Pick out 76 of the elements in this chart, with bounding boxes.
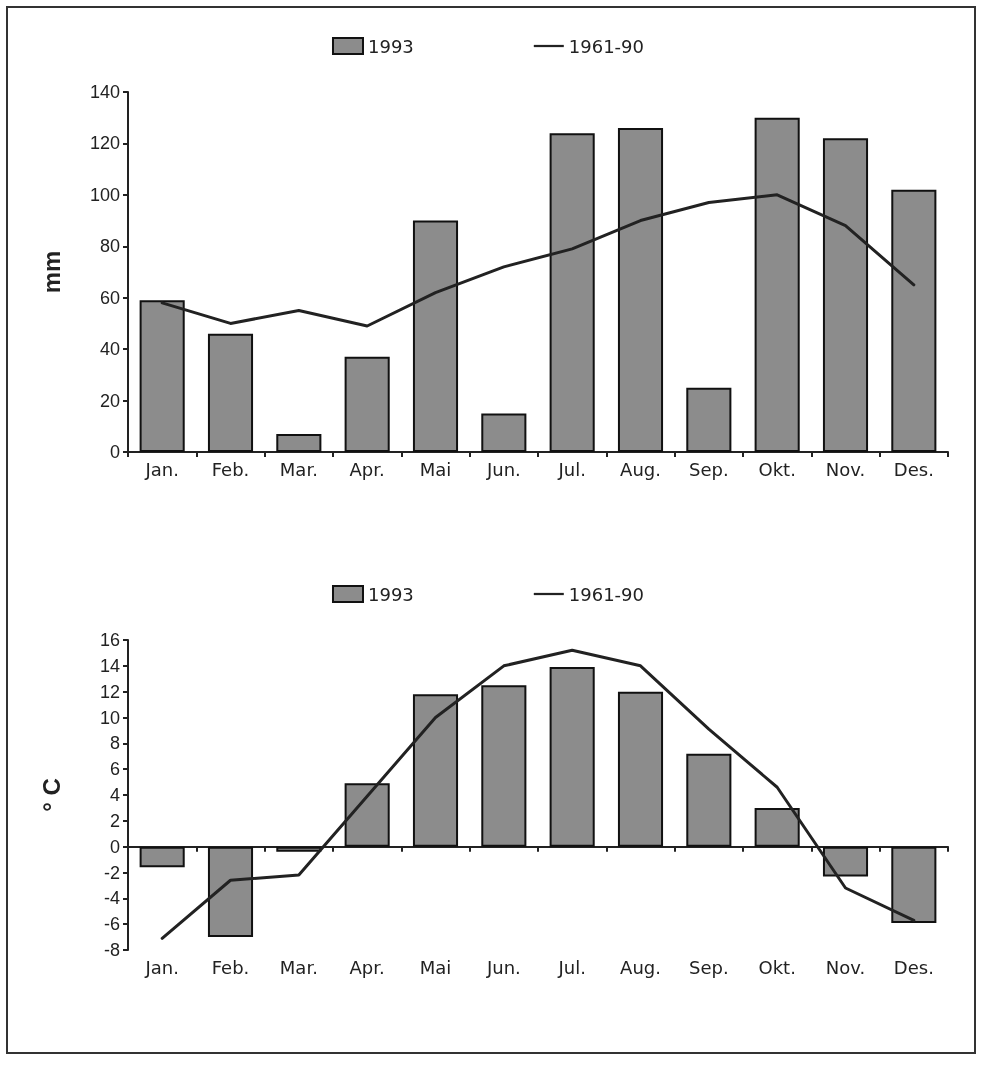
x-tick-label: Jul. bbox=[557, 956, 586, 978]
x-tick-label: Nov. bbox=[825, 956, 866, 978]
bar bbox=[686, 387, 732, 452]
y-tick-label: -8 bbox=[103, 940, 120, 960]
line-series bbox=[160, 193, 916, 328]
y-axis-title: mm bbox=[37, 250, 65, 294]
x-tick-label: Jul. bbox=[557, 458, 586, 480]
y-axis-title: ° C bbox=[37, 778, 65, 812]
legend-label: 1961-90 bbox=[568, 583, 645, 605]
x-tick-label: Des. bbox=[893, 956, 934, 978]
bar bbox=[686, 753, 732, 847]
x-tick-label: Apr. bbox=[349, 956, 385, 978]
y-tick-label: 10 bbox=[99, 707, 120, 728]
x-tick-label: Mai bbox=[419, 458, 452, 480]
x-tick-label: Jun. bbox=[485, 458, 521, 480]
y-tick-label: -6 bbox=[103, 914, 120, 935]
bar bbox=[891, 189, 937, 452]
x-tick-label: Mai bbox=[419, 956, 452, 978]
bar bbox=[891, 846, 937, 923]
y-tick-label: 80 bbox=[99, 236, 120, 257]
bar bbox=[412, 220, 459, 452]
bar bbox=[139, 846, 185, 868]
bar bbox=[412, 694, 459, 847]
legend-label: 1993 bbox=[367, 583, 414, 605]
y-tick-label: 6 bbox=[109, 759, 120, 780]
bar bbox=[617, 691, 664, 847]
x-tick-label: Jan. bbox=[144, 458, 179, 480]
bar bbox=[481, 413, 527, 452]
bar bbox=[754, 807, 800, 847]
y-tick-label: 40 bbox=[99, 339, 120, 360]
x-tick-label: Des. bbox=[893, 458, 934, 480]
bar bbox=[822, 846, 869, 877]
legend-label: 1993 bbox=[367, 35, 414, 57]
y-tick-label: 2 bbox=[109, 810, 120, 831]
y-tick-label: 4 bbox=[109, 785, 120, 805]
x-tick-label: Jan. bbox=[144, 956, 179, 978]
bar bbox=[754, 117, 800, 452]
bar bbox=[549, 133, 595, 452]
x-tick-label: Aug. bbox=[620, 956, 661, 978]
y-tick-label: 16 bbox=[99, 630, 120, 650]
y-tick-label: -4 bbox=[103, 888, 120, 909]
y-tick-label: 120 bbox=[89, 133, 120, 154]
x-tick-label: Okt. bbox=[758, 956, 796, 978]
x-tick-label: Sep. bbox=[689, 956, 729, 978]
x-tick-label: Sep. bbox=[689, 458, 729, 480]
bar bbox=[207, 846, 254, 938]
bar bbox=[549, 667, 595, 847]
y-tick-label: 60 bbox=[99, 287, 120, 308]
y-tick-label: 20 bbox=[99, 390, 120, 411]
x-tick-label: Aug. bbox=[620, 458, 661, 480]
y-tick-label: 0 bbox=[109, 836, 120, 857]
x-tick-label: Mar. bbox=[279, 458, 318, 480]
bar bbox=[344, 783, 390, 847]
x-tick-label: Feb. bbox=[211, 956, 250, 978]
y-tick-label: -2 bbox=[103, 862, 120, 883]
bar bbox=[822, 138, 869, 452]
x-tick-label: Apr. bbox=[349, 458, 385, 480]
x-tick-label: Jun. bbox=[485, 956, 521, 978]
y-tick-label: 12 bbox=[99, 681, 120, 702]
y-tick-label: 14 bbox=[99, 655, 120, 676]
bar bbox=[344, 356, 390, 452]
y-tick-label: 8 bbox=[109, 733, 120, 754]
bar bbox=[207, 333, 254, 452]
y-tick-label: 140 bbox=[89, 82, 120, 102]
y-tick-label: 100 bbox=[89, 184, 120, 205]
bar bbox=[481, 685, 527, 847]
x-tick-label: Okt. bbox=[758, 458, 796, 480]
bar bbox=[139, 300, 185, 452]
bar bbox=[617, 128, 664, 452]
x-tick-label: Nov. bbox=[825, 458, 866, 480]
legend-label: 1961-90 bbox=[568, 35, 645, 57]
bar bbox=[276, 434, 322, 452]
y-tick-label: 0 bbox=[109, 442, 120, 462]
x-tick-label: Mar. bbox=[279, 956, 318, 978]
x-tick-label: Feb. bbox=[211, 458, 250, 480]
bar bbox=[276, 846, 322, 852]
